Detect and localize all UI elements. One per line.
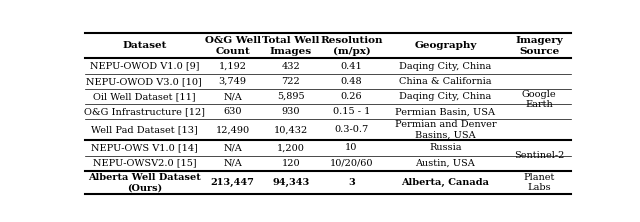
Text: Resolution
(m/px): Resolution (m/px) — [320, 36, 383, 56]
Text: 94,343: 94,343 — [272, 178, 309, 187]
Text: Alberta, Canada: Alberta, Canada — [401, 178, 490, 187]
Text: Well Pad Dataset [13]: Well Pad Dataset [13] — [91, 125, 198, 134]
Text: Alberta Well Dataset
(Ours): Alberta Well Dataset (Ours) — [88, 173, 201, 192]
Text: 0.15 - 1: 0.15 - 1 — [333, 107, 370, 116]
Text: NEPU-OWSV2.0 [15]: NEPU-OWSV2.0 [15] — [93, 159, 196, 168]
Text: 10: 10 — [346, 143, 358, 153]
Text: 0.26: 0.26 — [340, 92, 362, 101]
Text: Austin, USA: Austin, USA — [415, 159, 476, 168]
Text: Oil Well Dataset [11]: Oil Well Dataset [11] — [93, 92, 196, 101]
Text: Imagery
Source: Imagery Source — [515, 36, 563, 56]
Text: 3: 3 — [348, 178, 355, 187]
Text: N/A: N/A — [223, 92, 242, 101]
Text: Sentinel-2: Sentinel-2 — [514, 151, 564, 160]
Text: China & California: China & California — [399, 77, 492, 86]
Text: Dataset: Dataset — [122, 42, 166, 50]
Text: NEPU-OWOD V3.0 [10]: NEPU-OWOD V3.0 [10] — [86, 77, 202, 86]
Text: 10,432: 10,432 — [273, 125, 308, 134]
Text: 930: 930 — [282, 107, 300, 116]
Text: Russia: Russia — [429, 143, 461, 153]
Text: Daqing City, China: Daqing City, China — [399, 61, 492, 71]
Text: O&G Infrastructure [12]: O&G Infrastructure [12] — [84, 107, 205, 116]
Text: NEPU-OWS V1.0 [14]: NEPU-OWS V1.0 [14] — [91, 143, 198, 153]
Text: O&G Well
Count: O&G Well Count — [205, 36, 260, 56]
Text: 722: 722 — [282, 77, 300, 86]
Text: NEPU-OWOD V1.0 [9]: NEPU-OWOD V1.0 [9] — [90, 61, 199, 71]
Text: Total Well
Images: Total Well Images — [262, 36, 319, 56]
Text: N/A: N/A — [223, 143, 242, 153]
Text: Planet
Labs: Planet Labs — [524, 173, 555, 192]
Text: 1,192: 1,192 — [219, 61, 246, 71]
Text: Permian and Denver
Basins, USA: Permian and Denver Basins, USA — [395, 120, 496, 140]
Text: 1,200: 1,200 — [276, 143, 305, 153]
Text: 5,895: 5,895 — [277, 92, 305, 101]
Text: 0.41: 0.41 — [340, 61, 362, 71]
Text: Permian Basin, USA: Permian Basin, USA — [396, 107, 495, 116]
Text: N/A: N/A — [223, 159, 242, 168]
Text: 0.48: 0.48 — [340, 77, 362, 86]
Text: Geography: Geography — [414, 42, 477, 50]
Text: 213,447: 213,447 — [211, 178, 255, 187]
Text: 10/20/60: 10/20/60 — [330, 159, 373, 168]
Text: 432: 432 — [282, 61, 300, 71]
Text: 3,749: 3,749 — [219, 77, 246, 86]
Text: Google
Earth: Google Earth — [522, 90, 557, 109]
Text: 630: 630 — [223, 107, 242, 116]
Text: 12,490: 12,490 — [216, 125, 250, 134]
Text: Daqing City, China: Daqing City, China — [399, 92, 492, 101]
Text: 0.3-0.7: 0.3-0.7 — [334, 125, 369, 134]
Text: 120: 120 — [282, 159, 300, 168]
